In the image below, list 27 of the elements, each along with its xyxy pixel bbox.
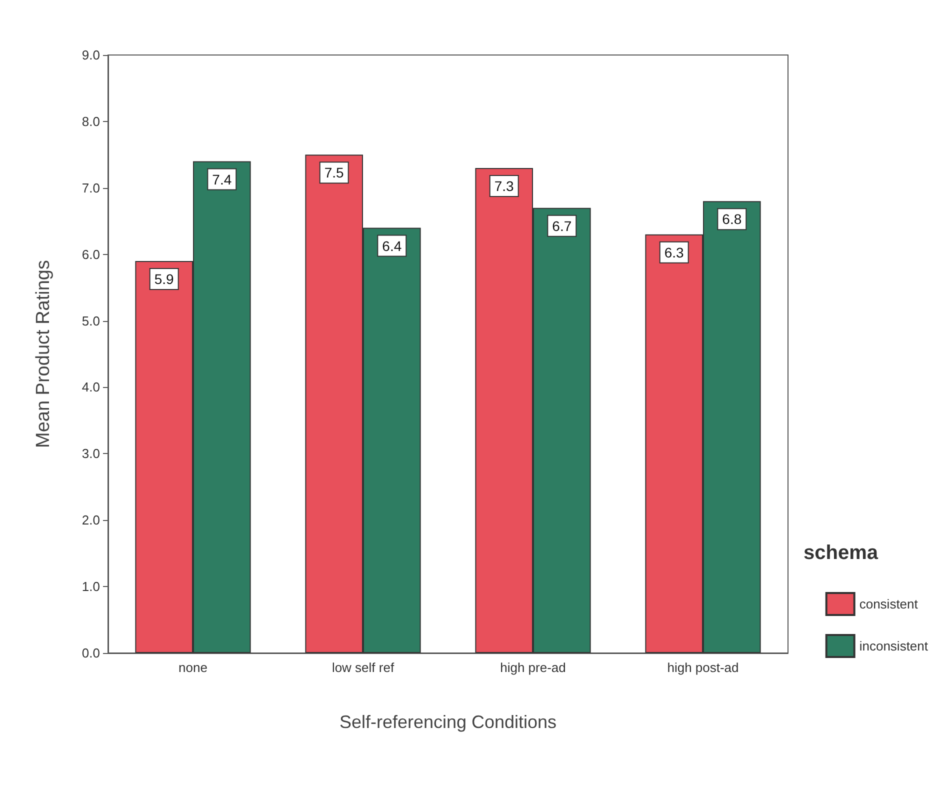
x-axis-title: Self-referencing Conditions (339, 712, 557, 732)
x-tick-label: low self ref (332, 660, 394, 675)
y-tick-label: 2.0 (82, 512, 100, 528)
y-tick-label: 7.0 (82, 180, 100, 196)
x-tick-label: none (178, 660, 208, 675)
data-label: 7.3 (494, 178, 514, 194)
data-label: 7.5 (324, 164, 344, 181)
data-label: 6.8 (722, 211, 742, 228)
legend-title: schema (804, 542, 879, 564)
x-tick-label: high pre-ad (500, 660, 566, 675)
data-label: 6.7 (552, 218, 572, 234)
legend-label: consistent (859, 596, 918, 612)
data-label: 5.9 (154, 270, 174, 287)
y-tick-label: 1.0 (82, 579, 100, 594)
y-tick-label: 5.0 (82, 313, 100, 328)
x-tick-label: high post-ad (667, 660, 739, 675)
data-label: 6.3 (664, 244, 684, 260)
y-tick-label: 0.0 (82, 646, 100, 660)
y-tick-label: 8.0 (82, 114, 100, 129)
y-tick-label: 3.0 (82, 446, 100, 462)
legend-label: inconsistent (859, 638, 928, 654)
y-tick-label: 4.0 (82, 380, 100, 395)
data-label: 7.4 (212, 171, 232, 188)
y-axis-title: Mean Product Ratings (33, 260, 54, 448)
data-label: 6.4 (382, 238, 402, 254)
y-tick-label: 6.0 (82, 246, 100, 262)
y-tick-label: 9.0 (82, 48, 100, 62)
